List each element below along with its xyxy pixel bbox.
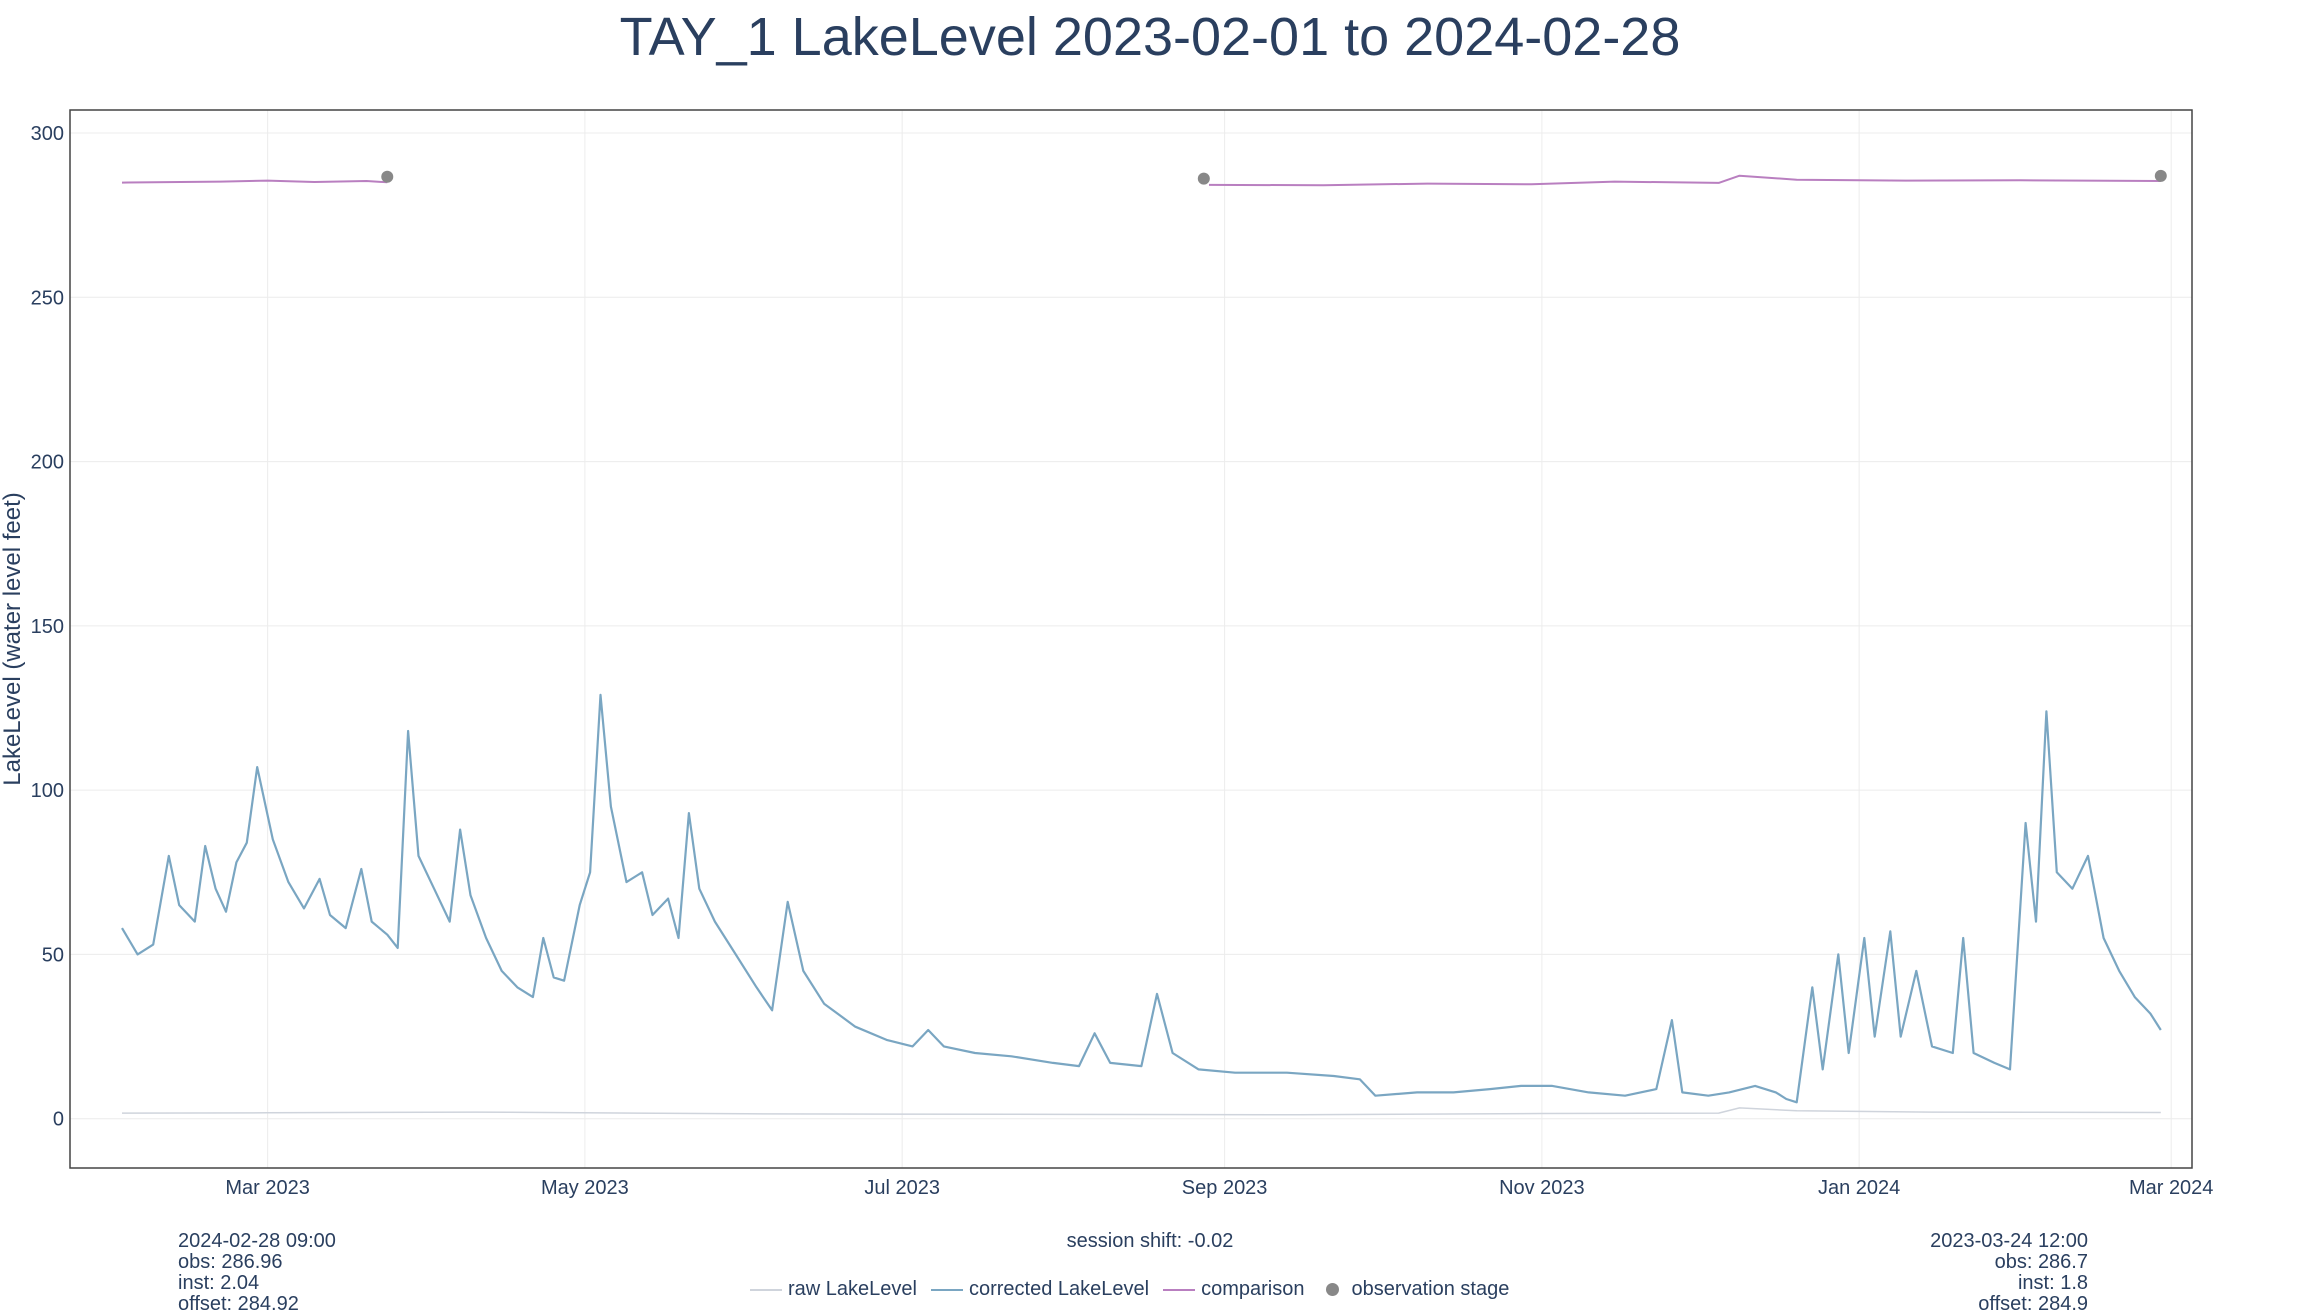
legend-swatch-raw	[750, 1288, 782, 1291]
legend-label: corrected LakeLevel	[968, 1278, 1150, 1300]
right-annotation-line: inst: 1.8	[2017, 1272, 2088, 1294]
left-annotation-line: 2024-02-28 09:00	[178, 1230, 336, 1252]
legend-label: comparison	[1201, 1278, 1305, 1300]
legend-item-corrected[interactable]: corrected LakeLevel	[930, 1278, 1150, 1301]
series-line-comparison	[121, 179, 388, 184]
right-annotation-line: 2023-03-24 12:00	[1930, 1230, 2088, 1252]
legend-swatch-comparison	[1163, 1288, 1196, 1291]
legend-swatch-corrected	[930, 1288, 963, 1291]
grid	[70, 110, 2192, 1168]
chart-title: TAY_1 LakeLevel 2023-02-01 to 2024-02-28	[619, 7, 1681, 67]
series-line-comparison	[1208, 174, 2161, 187]
y-tick-label: 100	[31, 780, 64, 802]
legend-item-comparison[interactable]: comparison	[1163, 1278, 1304, 1301]
right-annotation-line: obs: 286.7	[1994, 1251, 2088, 1273]
y-tick-label: 300	[31, 123, 64, 145]
x-tick-label: May 2023	[541, 1177, 629, 1199]
legend-item-observation[interactable]: observation stage	[1318, 1278, 1509, 1301]
legend: raw LakeLevel corrected LakeLevel compar…	[750, 1278, 1523, 1301]
right-hover-annotation: 2023-03-24 12:00 obs: 286.7 inst: 1.8 of…	[1880, 1231, 2088, 1315]
plot-series	[121, 169, 2167, 1116]
x-tick-label: Nov 2023	[1499, 1177, 1585, 1199]
observation-point[interactable]	[1197, 172, 1210, 185]
y-tick-label: 250	[31, 287, 64, 309]
y-axis-label: LakeLevel (water level feet)	[0, 492, 26, 785]
legend-label: observation stage	[1351, 1278, 1510, 1300]
axis-ticks: 0 50 100 150 200 250 300 Mar 2023 May 2023 Jul 20…	[31, 123, 2214, 1199]
x-tick-label: Mar 2024	[2129, 1177, 2214, 1199]
legend-label: raw LakeLevel	[788, 1278, 917, 1300]
y-tick-label: 150	[31, 616, 64, 638]
observation-point[interactable]	[381, 170, 394, 183]
series-line-raw-lakelevel	[121, 1107, 2161, 1116]
right-annotation-line: offset: 284.9	[1978, 1293, 2088, 1315]
session-shift-label: session shift: -0.02	[1066, 1230, 1234, 1252]
x-tick-label: Jul 2023	[864, 1177, 940, 1199]
x-tick-label: Jan 2024	[1818, 1177, 1900, 1199]
left-hover-annotation: 2024-02-28 09:00 obs: 286.96 inst: 2.04 …	[178, 1231, 336, 1315]
left-annotation-line: offset: 284.92	[178, 1293, 299, 1315]
observation-point[interactable]	[2154, 169, 2167, 182]
legend-marker-observation	[1326, 1283, 1340, 1296]
y-tick-label: 50	[42, 944, 64, 966]
x-tick-label: Sep 2023	[1182, 1177, 1268, 1199]
y-tick-label: 0	[53, 1109, 64, 1131]
left-annotation-line: inst: 2.04	[178, 1272, 260, 1294]
plot-frame	[69, 109, 2193, 1169]
left-annotation-line: obs: 286.96	[178, 1251, 283, 1273]
y-tick-label: 200	[31, 452, 64, 474]
legend-item-raw[interactable]: raw LakeLevel	[750, 1278, 917, 1301]
x-tick-label: Mar 2023	[225, 1177, 310, 1199]
series-line-corrected-lakelevel	[121, 693, 2162, 1104]
